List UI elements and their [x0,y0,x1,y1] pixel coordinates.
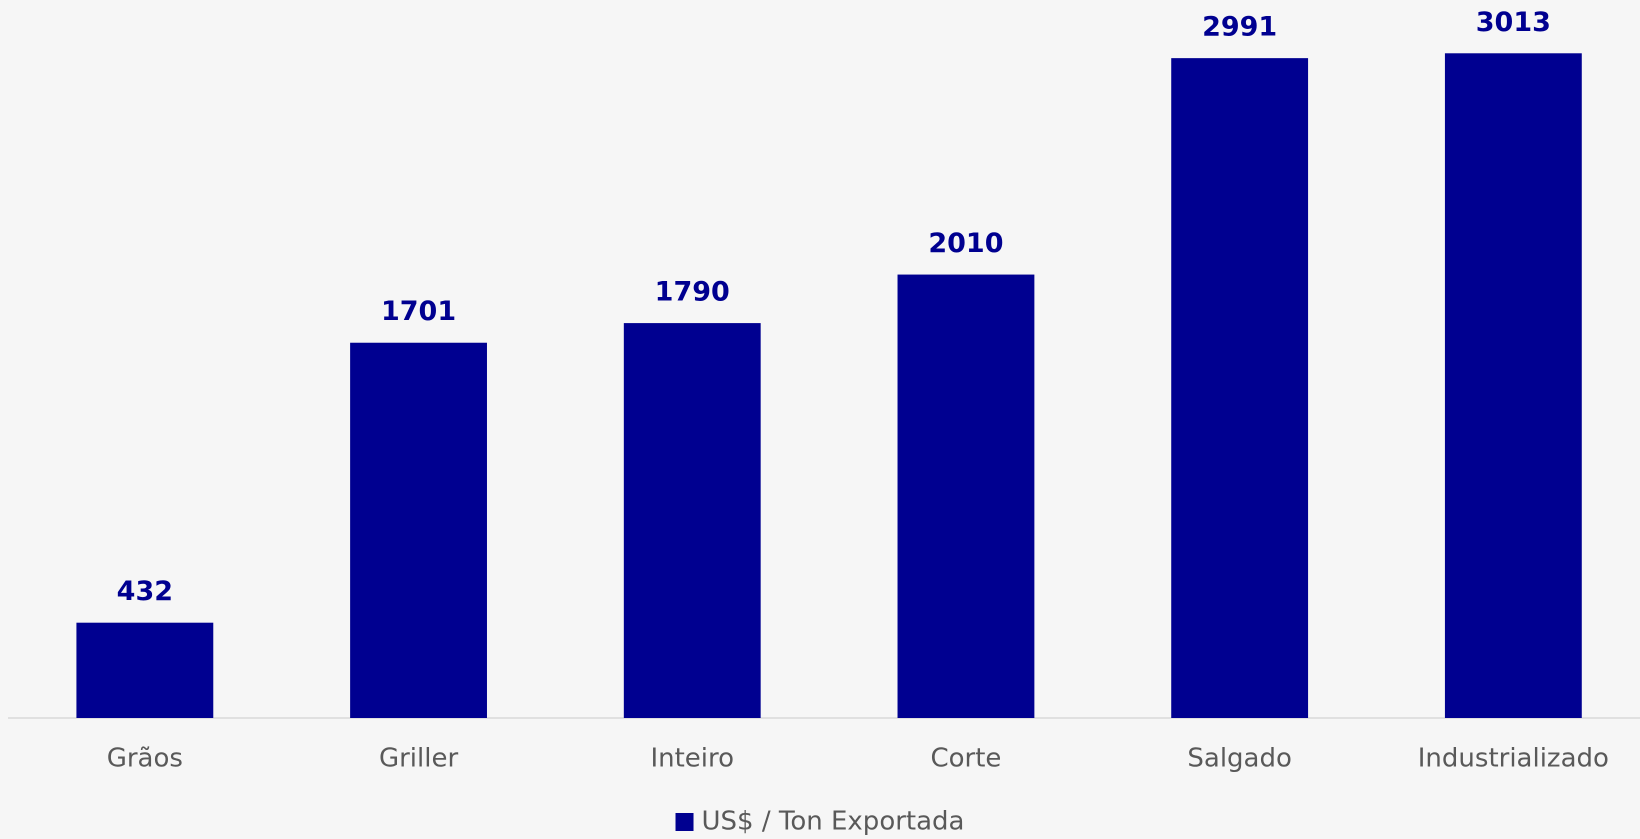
data-label: 1701 [381,296,456,327]
data-label: 3013 [1476,7,1551,38]
bar [1171,58,1309,718]
x-tick-label: Industrializado [1418,744,1609,774]
x-tick-label: Corte [930,744,1001,774]
bar [623,323,761,718]
legend-swatch [675,813,694,831]
data-label: 1790 [655,277,730,308]
bar [350,342,487,718]
legend-label: US$ / Ton Exportada [702,807,965,837]
data-label: 2010 [928,228,1003,259]
data-label: 2991 [1202,12,1277,43]
bar [76,622,214,718]
x-tick-label: Inteiro [650,744,734,774]
data-label: 432 [117,576,173,607]
x-tick-label: Griller [379,744,459,774]
bar [897,274,1035,718]
bar [1444,53,1582,719]
x-tick-label: Salgado [1187,744,1292,774]
x-tick-label: Grãos [107,744,183,774]
